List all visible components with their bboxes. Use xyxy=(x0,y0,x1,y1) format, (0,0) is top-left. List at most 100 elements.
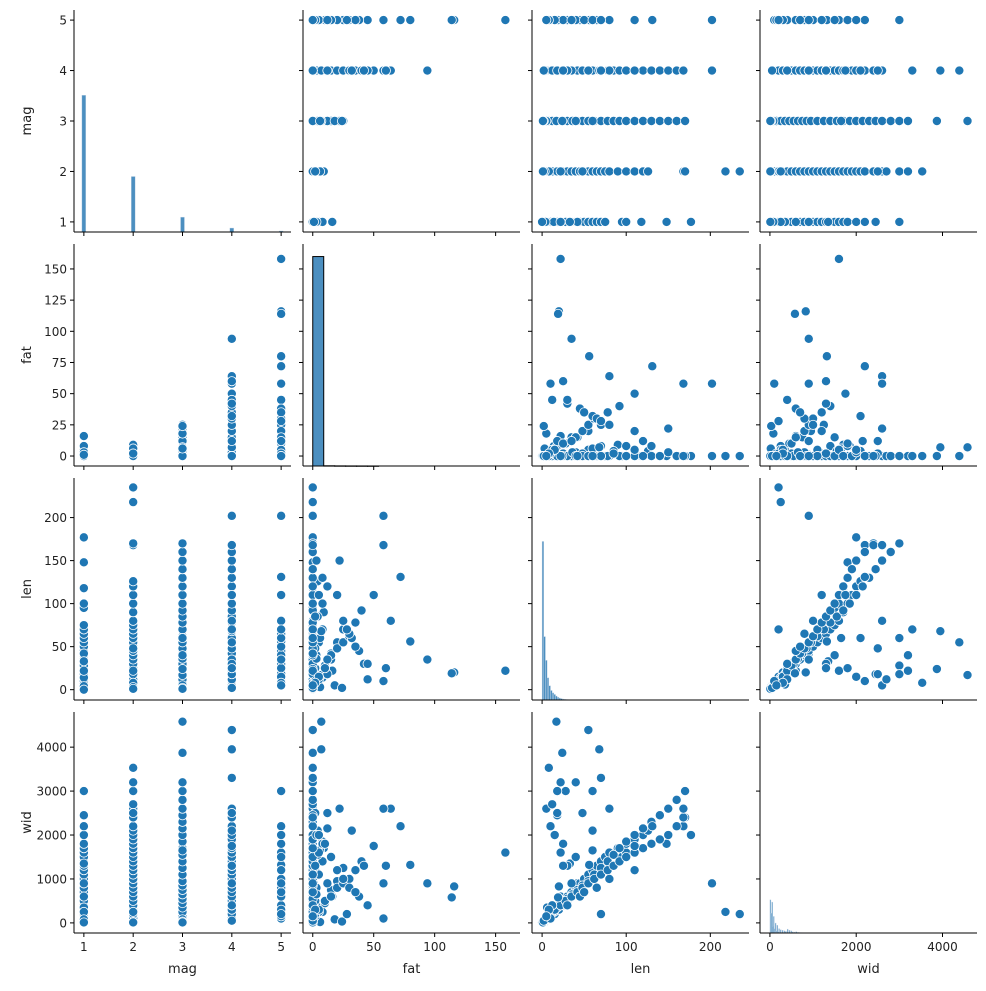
scatter-point xyxy=(588,786,597,795)
scatter-point xyxy=(774,417,783,426)
scatter-point xyxy=(686,217,695,226)
scatter-point xyxy=(227,377,236,386)
scatter-point xyxy=(559,377,568,386)
scatter-point xyxy=(347,66,356,75)
y-tick-label: 200 xyxy=(44,511,67,525)
scatter-point xyxy=(735,451,744,460)
scatter-point xyxy=(277,664,286,673)
scatter-point xyxy=(227,625,236,634)
scatter-point xyxy=(423,879,432,888)
scatter-point xyxy=(595,443,604,452)
scatter-point xyxy=(423,66,432,75)
histogram-bar xyxy=(549,686,551,700)
scatter-point xyxy=(308,649,317,658)
scatter-point xyxy=(877,116,886,125)
scatter-point xyxy=(655,835,664,844)
scatter-point xyxy=(563,395,572,404)
scatter-point xyxy=(396,822,405,831)
x-tick-label: 0 xyxy=(538,940,546,954)
scatter-point xyxy=(804,451,813,460)
scatter-point xyxy=(447,15,456,24)
scatter-point xyxy=(605,66,614,75)
scatter-point xyxy=(585,860,594,869)
scatter-point xyxy=(837,116,846,125)
x-tick-label: 2000 xyxy=(841,940,872,954)
scatter-point xyxy=(79,431,88,440)
scatter-point xyxy=(895,539,904,548)
scatter-point xyxy=(647,441,656,450)
cell-mag-vs-wid xyxy=(756,10,977,236)
scatter-point xyxy=(227,451,236,460)
scatter-point xyxy=(707,879,716,888)
scatter-point xyxy=(178,421,187,430)
scatter-point xyxy=(277,309,286,318)
y-tick-label: 150 xyxy=(44,554,67,568)
scatter-point xyxy=(622,441,631,450)
scatter-point xyxy=(129,608,138,617)
scatter-point xyxy=(381,66,390,75)
scatter-point xyxy=(721,451,730,460)
scatter-point xyxy=(447,893,456,902)
histogram-bar xyxy=(230,228,234,232)
y-tick-label: 5 xyxy=(59,14,67,28)
x-tick-label: 0 xyxy=(309,940,317,954)
scatter-point xyxy=(308,633,317,642)
scatter-point xyxy=(664,424,673,433)
scatter-point xyxy=(845,599,854,608)
scatter-point xyxy=(227,582,236,591)
scatter-point xyxy=(664,448,673,457)
scatter-point xyxy=(630,15,639,24)
scatter-point xyxy=(567,334,576,343)
scatter-point xyxy=(680,116,689,125)
scatter-point xyxy=(869,541,878,550)
x-tick-label: 4 xyxy=(228,940,236,954)
scatter-point xyxy=(841,590,850,599)
scatter-point xyxy=(386,616,395,625)
scatter-point xyxy=(308,15,317,24)
scatter-point xyxy=(79,533,88,542)
scatter-point xyxy=(630,116,639,125)
scatter-point xyxy=(804,379,813,388)
scatter-point xyxy=(79,599,88,608)
histogram-bar xyxy=(82,95,86,232)
cell-fat-vs-wid xyxy=(756,244,977,470)
scatter-point xyxy=(277,852,286,861)
scatter-point xyxy=(647,451,656,460)
scatter-point xyxy=(766,217,775,226)
scatter-point xyxy=(277,910,286,919)
scatter-point xyxy=(311,167,320,176)
scatter-point xyxy=(596,66,605,75)
scatter-point xyxy=(822,637,831,646)
scatter-point xyxy=(767,66,776,75)
scatter-point xyxy=(856,66,865,75)
scatter-point xyxy=(655,811,664,820)
scatter-point xyxy=(605,804,614,813)
scatter-point xyxy=(308,511,317,520)
scatter-point xyxy=(553,309,562,318)
scatter-point xyxy=(323,66,332,75)
scatter-point xyxy=(622,837,631,846)
scatter-point xyxy=(550,830,559,839)
scatter-point xyxy=(308,625,317,634)
histogram-bar xyxy=(313,257,324,466)
x-tick-label: 200 xyxy=(699,940,722,954)
scatter-point xyxy=(918,451,927,460)
scatter-point xyxy=(381,861,390,870)
histogram-bar xyxy=(181,217,185,232)
scatter-point xyxy=(308,795,317,804)
scatter-point xyxy=(796,642,805,651)
scatter-point xyxy=(605,15,614,24)
scatter-point xyxy=(277,830,286,839)
scatter-point xyxy=(596,417,605,426)
scatter-point xyxy=(588,15,597,24)
scatter-point xyxy=(776,167,785,176)
scatter-point xyxy=(796,408,805,417)
scatter-point xyxy=(648,362,657,371)
scatter-point xyxy=(320,839,329,848)
scatter-point xyxy=(707,451,716,460)
cell-len-vs-len xyxy=(528,478,749,704)
scatter-point xyxy=(672,116,681,125)
